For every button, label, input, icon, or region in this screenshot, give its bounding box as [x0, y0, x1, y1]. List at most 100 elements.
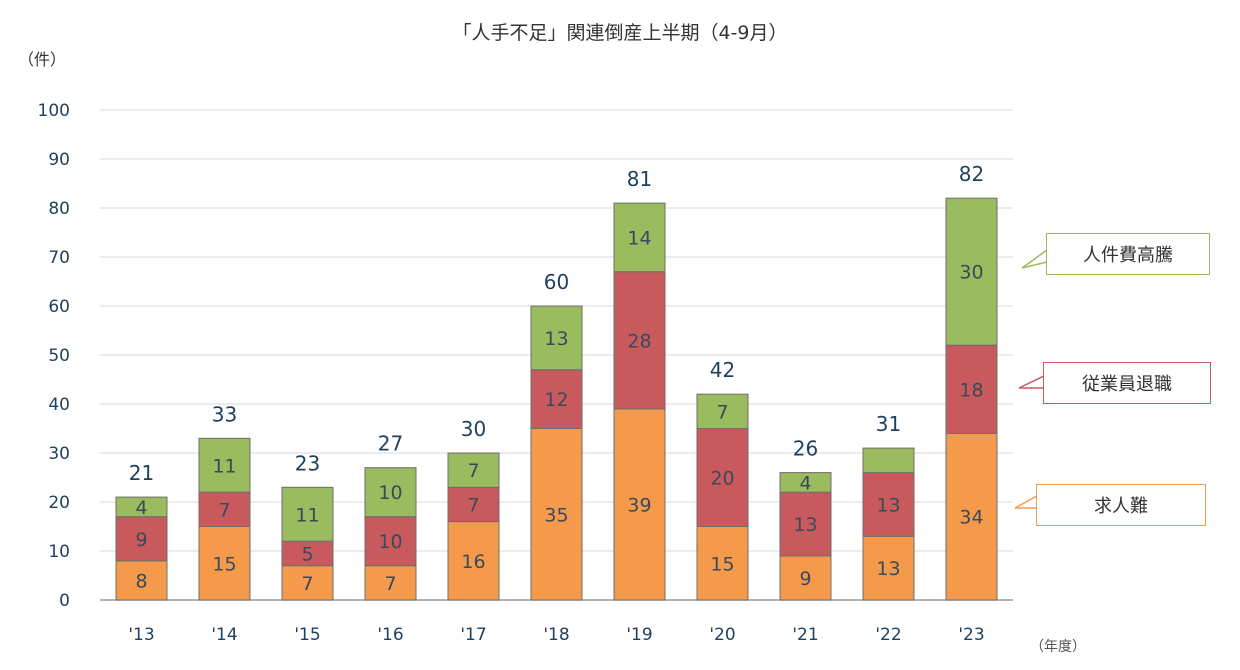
bar-segment-retire [530, 369, 583, 430]
bar-value-label: 7 [467, 460, 479, 482]
y-tick-label: 60 [48, 297, 70, 317]
bar-value-label: 10 [378, 531, 402, 553]
bar-value-label: 15 [212, 553, 236, 575]
y-tick-label: 80 [48, 199, 70, 219]
y-tick-label: 10 [48, 542, 70, 562]
bar-total-label: 31 [876, 412, 901, 436]
x-tick-label: '23 [958, 625, 984, 645]
x-tick-label: '15 [294, 625, 320, 645]
bar-total-label: 21 [129, 461, 154, 485]
bar-value-label: 12 [544, 389, 568, 411]
bar-segment-labor_cost [115, 496, 168, 518]
legend-pointer [1018, 374, 1045, 389]
bar-segment-retire [281, 540, 334, 567]
x-tick-label: '21 [792, 625, 818, 645]
bar-segment-labor_cost [364, 467, 417, 518]
y-axis-unit: （件） [18, 50, 67, 69]
bar-value-label: 7 [384, 573, 396, 595]
bar-value-label: 13 [876, 494, 900, 516]
bar-value-label: 7 [467, 494, 479, 516]
bar-value-label: 8 [135, 570, 147, 592]
bar-segment-labor_cost [945, 197, 998, 346]
bar-value-label: 7 [218, 499, 230, 521]
bar-total-label: 23 [295, 451, 320, 475]
bar-value-label: 9 [799, 568, 811, 590]
bar-segment-labor_cost [447, 452, 500, 488]
y-tick-label: 50 [48, 346, 70, 366]
legend-pointer [1014, 494, 1038, 509]
bar-segment-recruit [115, 560, 168, 601]
y-axis-ticks: 0 10 20 30 40 50 60 70 80 90 100 [38, 101, 70, 611]
bar-value-label: 7 [301, 573, 313, 595]
bar-value-label: 39 [627, 494, 651, 516]
bar-value-label: 30 [959, 262, 983, 284]
bar-segment-labor_cost [281, 486, 334, 542]
bar-value-label: 13 [793, 514, 817, 536]
bar-total-label: 60 [544, 270, 569, 294]
bar-value-label: 18 [959, 379, 983, 401]
bar-total-label: 27 [378, 432, 403, 456]
x-tick-label: '14 [211, 625, 237, 645]
bar-value-label: 15 [710, 553, 734, 575]
chart-title: 「人手不足」関連倒産上半期（4-9月） [452, 22, 788, 44]
x-tick-label: '13 [128, 625, 154, 645]
legend-label: 人件費高騰 [1083, 245, 1173, 266]
legend-item-employee-retirement: 従業員退職 [1043, 362, 1211, 404]
x-axis-unit: （年度） [1030, 639, 1086, 655]
bar-total-label: 81 [627, 167, 652, 191]
bar-segment-labor_cost [779, 472, 832, 493]
bar-segment-retire [696, 428, 749, 527]
bar-value-label: 11 [295, 504, 319, 526]
bar-segment-labor_cost [613, 202, 666, 273]
y-tick-label: 30 [48, 444, 70, 464]
bar-segment-labor_cost [530, 305, 583, 371]
bar-segment-retire [115, 516, 168, 562]
bar-value-label: 13 [544, 328, 568, 350]
bar-segment-retire [447, 486, 500, 523]
bar-value-label: 35 [544, 504, 568, 526]
x-axis-ticks: '13 '14 '15 '16 '17 '18 '19 '20 '21 '22 '23 [128, 625, 984, 645]
bar-value-label: 14 [627, 227, 651, 249]
bar-value-label: 9 [135, 529, 147, 551]
bar-segment-recruit [945, 432, 998, 601]
y-tick-label: 70 [48, 248, 70, 268]
bar-segment-recruit [198, 526, 251, 601]
legend-pointer [1021, 248, 1048, 269]
bar-total-label: 42 [710, 358, 735, 382]
x-tick-label: '16 [377, 625, 403, 645]
bar-group: 8 9 4 21 15 7 11 33 7 5 11 23 7 10 10 27 16 7 7 30 35 12 13 60 3… [115, 162, 998, 601]
bar-value-label: 28 [627, 330, 651, 352]
bar-value-label: 4 [799, 472, 811, 494]
legend-label: 従業員退職 [1082, 374, 1172, 395]
bar-total-label: 33 [212, 402, 237, 426]
bar-value-label: 34 [959, 507, 983, 529]
bar-segment-recruit [447, 521, 500, 601]
x-tick-label: '20 [709, 625, 735, 645]
bar-value-label: 11 [212, 455, 236, 477]
legend-label: 求人難 [1094, 496, 1148, 517]
legend-item-labor-cost: 人件費高騰 [1046, 233, 1210, 275]
bar-segment-retire [613, 271, 666, 410]
bar-value-label: 4 [135, 497, 147, 519]
y-tick-label: 20 [48, 493, 70, 513]
bar-total-label: 82 [959, 162, 984, 186]
x-tick-label: '22 [875, 625, 901, 645]
bar-segment-labor_cost [198, 437, 251, 493]
x-tick-label: '17 [460, 625, 486, 645]
bar-segment-retire [364, 516, 417, 567]
bar-value-label: 5 [301, 543, 313, 565]
bar-segment-recruit [862, 535, 915, 601]
bar-value-label: 16 [461, 551, 485, 573]
bar-segment-labor_cost [696, 393, 749, 430]
y-tick-label: 0 [59, 591, 70, 611]
x-tick-label: '19 [626, 625, 652, 645]
bar-value-label: 7 [716, 401, 728, 423]
y-tick-label: 40 [48, 395, 70, 415]
bar-total-label: 30 [461, 417, 486, 441]
y-tick-label: 90 [48, 150, 70, 170]
bar-segment-recruit [613, 408, 666, 601]
bar-value-label: 10 [378, 482, 402, 504]
bar-total-label: 26 [793, 437, 818, 461]
bar-segment-labor_cost [862, 447, 915, 474]
